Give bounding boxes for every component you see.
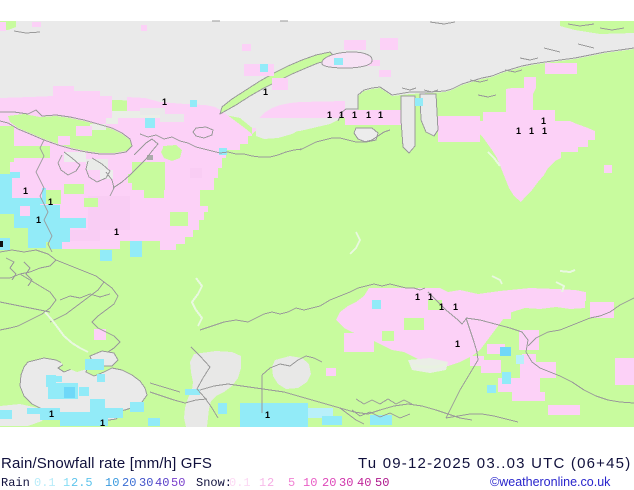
svg-text:1: 1	[49, 409, 54, 419]
svg-text:1: 1	[265, 410, 270, 420]
svg-text:1: 1	[23, 186, 28, 196]
svg-text:1: 1	[162, 97, 167, 107]
svg-text:1: 1	[428, 292, 433, 302]
svg-text:1: 1	[100, 418, 105, 427]
svg-text:1: 1	[529, 126, 534, 136]
svg-text:1: 1	[541, 116, 546, 126]
svg-text:1: 1	[327, 110, 332, 120]
svg-text:1: 1	[352, 110, 357, 120]
svg-text:1: 1	[114, 227, 119, 237]
svg-text:1: 1	[439, 302, 444, 312]
svg-text:1: 1	[453, 302, 458, 312]
svg-text:1: 1	[36, 215, 41, 225]
svg-text:1: 1	[516, 126, 521, 136]
svg-text:1: 1	[339, 110, 344, 120]
svg-text:1: 1	[542, 126, 547, 136]
svg-text:1: 1	[263, 87, 268, 97]
svg-text:1: 1	[455, 339, 460, 349]
svg-text:1: 1	[378, 110, 383, 120]
svg-text:1: 1	[48, 197, 53, 207]
svg-text:1: 1	[366, 110, 371, 120]
svg-text:1: 1	[415, 292, 420, 302]
